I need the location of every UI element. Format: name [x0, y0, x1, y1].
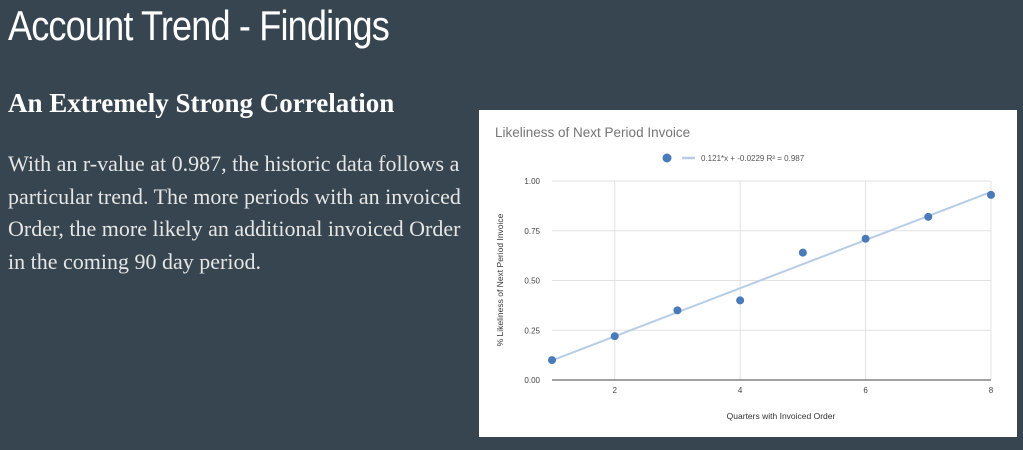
- data-point: [861, 234, 870, 243]
- y-tick-label: 0.25: [524, 326, 540, 335]
- x-tick-label: 4: [738, 386, 743, 395]
- data-point: [736, 296, 745, 305]
- legend-trendline-label: 0.121*x + -0.0229 R² = 0.987: [701, 154, 805, 163]
- y-tick-label: 0.00: [524, 376, 540, 385]
- data-point: [924, 212, 933, 221]
- data-points: [548, 190, 995, 365]
- y-tick-label: 0.75: [524, 227, 540, 236]
- body-paragraph: With an r-value at 0.987, the historic d…: [8, 151, 461, 274]
- trendline: [551, 190, 992, 362]
- slide-title: Account Trend - Findings: [8, 2, 390, 49]
- slide-subtitle: An Extremely Strong Correlation: [8, 88, 395, 118]
- x-tick-label: 2: [612, 386, 617, 395]
- data-point: [548, 356, 556, 365]
- x-tick-label: 8: [989, 386, 994, 395]
- chart-card: Likeliness of Next Period Invoice 0.00 0.…: [479, 110, 1017, 437]
- data-point: [673, 306, 682, 315]
- scatter-chart: Likeliness of Next Period Invoice 0.000.…: [495, 125, 995, 421]
- y-tick-label: 0.50: [524, 277, 540, 286]
- trendline-group: [551, 190, 992, 362]
- y-tick-label: 1.00: [524, 177, 540, 186]
- chart-legend: 0.121*x + -0.0229 R² = 0.987: [662, 153, 805, 163]
- legend-series-marker: [662, 153, 672, 163]
- x-axis-title: Quarters with Invoiced Order: [727, 411, 836, 421]
- data-point: [798, 248, 807, 257]
- chart-axes: 0.00 0.25 0.50 0.75 1.00 2 4 6 8: [524, 177, 993, 395]
- y-axis-title: % Likeliness of Next Period Invoice: [495, 213, 505, 346]
- x-tick-label: 6: [863, 386, 868, 395]
- data-point: [610, 332, 619, 341]
- chart-title: Likeliness of Next Period Invoice: [495, 125, 690, 140]
- chart-grid: [552, 180, 992, 381]
- data-point: [987, 190, 995, 199]
